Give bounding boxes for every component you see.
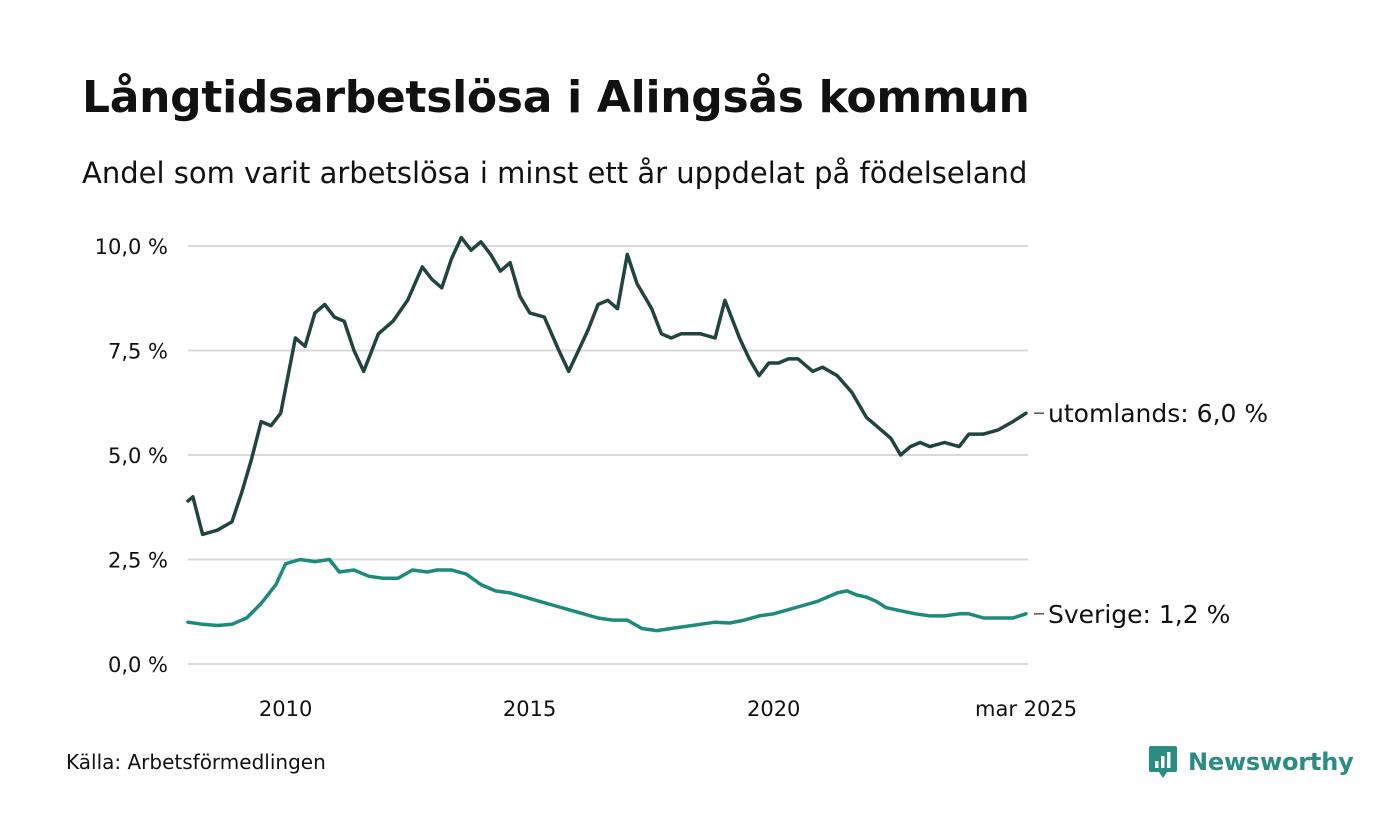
x-tick-label: mar 2025 (975, 697, 1077, 721)
bar-chart-speech-icon (1149, 746, 1177, 778)
end-label-sverige: Sverige: 1,2 % (1048, 600, 1230, 629)
y-tick-label: 10,0 % (95, 235, 168, 259)
source-note: Källa: Arbetsförmedlingen (66, 750, 326, 774)
x-axis-ticks: 2010 2015 2020 mar 2025 (259, 697, 1077, 721)
y-axis-ticks: 0,0 % 2,5 % 5,0 % 7,5 % 10,0 % (95, 235, 168, 677)
chart-title: Långtidsarbetslösa i Alingsås kommun (82, 72, 1030, 123)
end-label-utomlands: utomlands: 6,0 % (1048, 399, 1268, 428)
brand-name: Newsworthy (1188, 748, 1354, 776)
series-end-labels: utomlands: 6,0 % Sverige: 1,2 % (1034, 399, 1268, 629)
y-tick-label: 0,0 % (108, 653, 168, 677)
series-lines (186, 235, 1028, 633)
y-tick-label: 2,5 % (108, 549, 168, 573)
y-tick-label: 5,0 % (108, 444, 168, 468)
series-line-utomlands (186, 235, 1028, 537)
line-chart: 0,0 % 2,5 % 5,0 % 7,5 % 10,0 % 2010 2015 2020 m… (95, 235, 1269, 721)
x-tick-label: 2010 (259, 697, 312, 721)
x-tick-label: 2020 (747, 697, 800, 721)
x-tick-label: 2015 (503, 697, 556, 721)
chart-subtitle: Andel som varit arbetslösa i minst ett å… (82, 156, 1028, 190)
brand-logo: Newsworthy (1148, 742, 1354, 782)
grid-lines (188, 245, 1028, 665)
y-tick-label: 7,5 % (108, 340, 168, 364)
series-line-sverige (186, 557, 1028, 633)
